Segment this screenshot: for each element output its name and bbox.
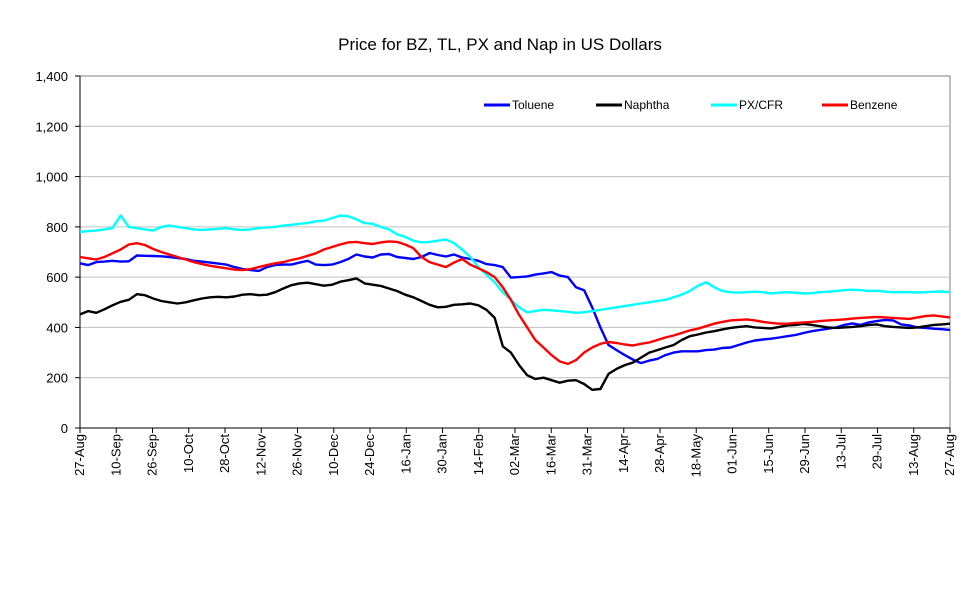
x-tick-label: 27-Aug <box>72 434 87 476</box>
x-tick-label: 16-Jan <box>398 434 413 474</box>
series-line-benzene <box>79 240 951 366</box>
x-tick-label: 16-Mar <box>543 433 558 475</box>
x-tick-label: 28-Apr <box>652 433 667 473</box>
x-tick-label: 14-Apr <box>616 433 631 473</box>
y-tick-label: 200 <box>46 371 68 386</box>
legend-label: Toluene <box>512 98 554 112</box>
x-tick-label: 30-Jan <box>435 434 450 474</box>
series-line-px-cfr <box>79 214 951 314</box>
x-tick-label: 13-Jul <box>833 434 848 470</box>
y-tick-label: 0 <box>61 421 68 436</box>
series-group <box>79 214 951 391</box>
x-tick-label: 13-Aug <box>906 434 921 476</box>
x-tick-label: 28-Oct <box>217 434 232 473</box>
x-axis-tick-labels: 27-Aug 10-Sep 26-Sep 10-Oct 28-Oct 12-Nov 26-N… <box>72 433 957 477</box>
legend-label: Benzene <box>850 98 898 112</box>
axes <box>75 75 951 433</box>
legend-label: PX/CFR <box>739 98 783 112</box>
x-tick-label: 31-Mar <box>580 433 595 475</box>
x-tick-label: 18-May <box>688 434 703 478</box>
x-tick-label: 15-Jun <box>761 434 776 474</box>
legend: Toluene Naphtha PX/CFR Benzene <box>484 98 898 112</box>
x-tick-label: 26-Nov <box>290 434 305 476</box>
plot-frame <box>79 75 951 429</box>
x-tick-label: 14-Feb <box>471 434 486 475</box>
x-tick-label: 10-Sep <box>108 434 123 476</box>
legend-label: Naphtha <box>624 98 670 112</box>
x-tick-label: 10-Dec <box>326 434 341 476</box>
x-tick-label: 29-Jul <box>870 434 885 470</box>
y-tick-label: 800 <box>46 220 68 235</box>
x-tick-label: 27-Aug <box>942 434 957 476</box>
chart-title: Price for BZ, TL, PX and Nap in US Dolla… <box>338 35 662 54</box>
x-tick-label: 10-Oct <box>181 434 196 473</box>
x-tick-label: 29-Jun <box>797 434 812 474</box>
x-tick-label: 24-Dec <box>362 434 377 476</box>
series-line-naphtha <box>79 277 951 391</box>
y-tick-label: 1,000 <box>35 170 68 185</box>
x-tick-label: 26-Sep <box>145 434 160 476</box>
plot-area <box>79 75 951 429</box>
y-tick-label: 400 <box>46 320 68 335</box>
y-tick-label: 600 <box>46 270 68 285</box>
y-tick-label: 1,400 <box>35 69 68 84</box>
y-tick-label: 1,200 <box>35 119 68 134</box>
y-axis-tick-labels: 0 200 400 600 800 1,000 1,200 1,400 <box>35 69 68 436</box>
x-tick-label: 01-Jun <box>725 434 740 474</box>
x-tick-label: 12-Nov <box>253 434 268 476</box>
series-line-toluene <box>79 251 951 365</box>
x-tick-label: 02-Mar <box>507 433 522 475</box>
